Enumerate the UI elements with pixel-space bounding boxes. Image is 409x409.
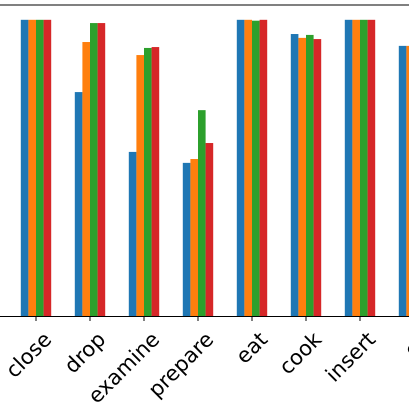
bar <box>352 19 360 317</box>
x-tick-label: eat <box>231 327 272 368</box>
bar <box>82 42 90 317</box>
x-tick-label: drop <box>60 327 111 378</box>
bar <box>367 19 376 317</box>
bar <box>306 34 314 317</box>
bar <box>360 19 368 317</box>
bar <box>190 159 198 316</box>
bar <box>43 19 52 317</box>
bar <box>28 19 36 317</box>
bar <box>136 55 144 317</box>
x-tick-label: cook <box>274 327 326 379</box>
bar <box>344 19 353 317</box>
bar <box>298 37 306 317</box>
bar <box>20 19 29 317</box>
bar <box>252 20 260 317</box>
bar <box>128 151 137 316</box>
bar <box>36 19 44 317</box>
bar <box>290 34 299 316</box>
x-tick-label: close <box>1 327 56 382</box>
bar <box>74 92 83 316</box>
x-tick-label: ch <box>400 327 409 362</box>
x-tick-label: insert <box>321 327 380 386</box>
bar <box>144 47 152 316</box>
bar <box>259 19 268 317</box>
bar <box>205 143 214 316</box>
bar <box>398 45 407 316</box>
bar <box>151 47 160 316</box>
bar <box>236 19 245 317</box>
bar <box>198 110 206 317</box>
bar <box>313 39 322 317</box>
bar <box>406 45 409 316</box>
bar <box>182 162 191 316</box>
bar <box>90 23 98 316</box>
bar <box>97 23 106 316</box>
bar <box>244 19 252 317</box>
